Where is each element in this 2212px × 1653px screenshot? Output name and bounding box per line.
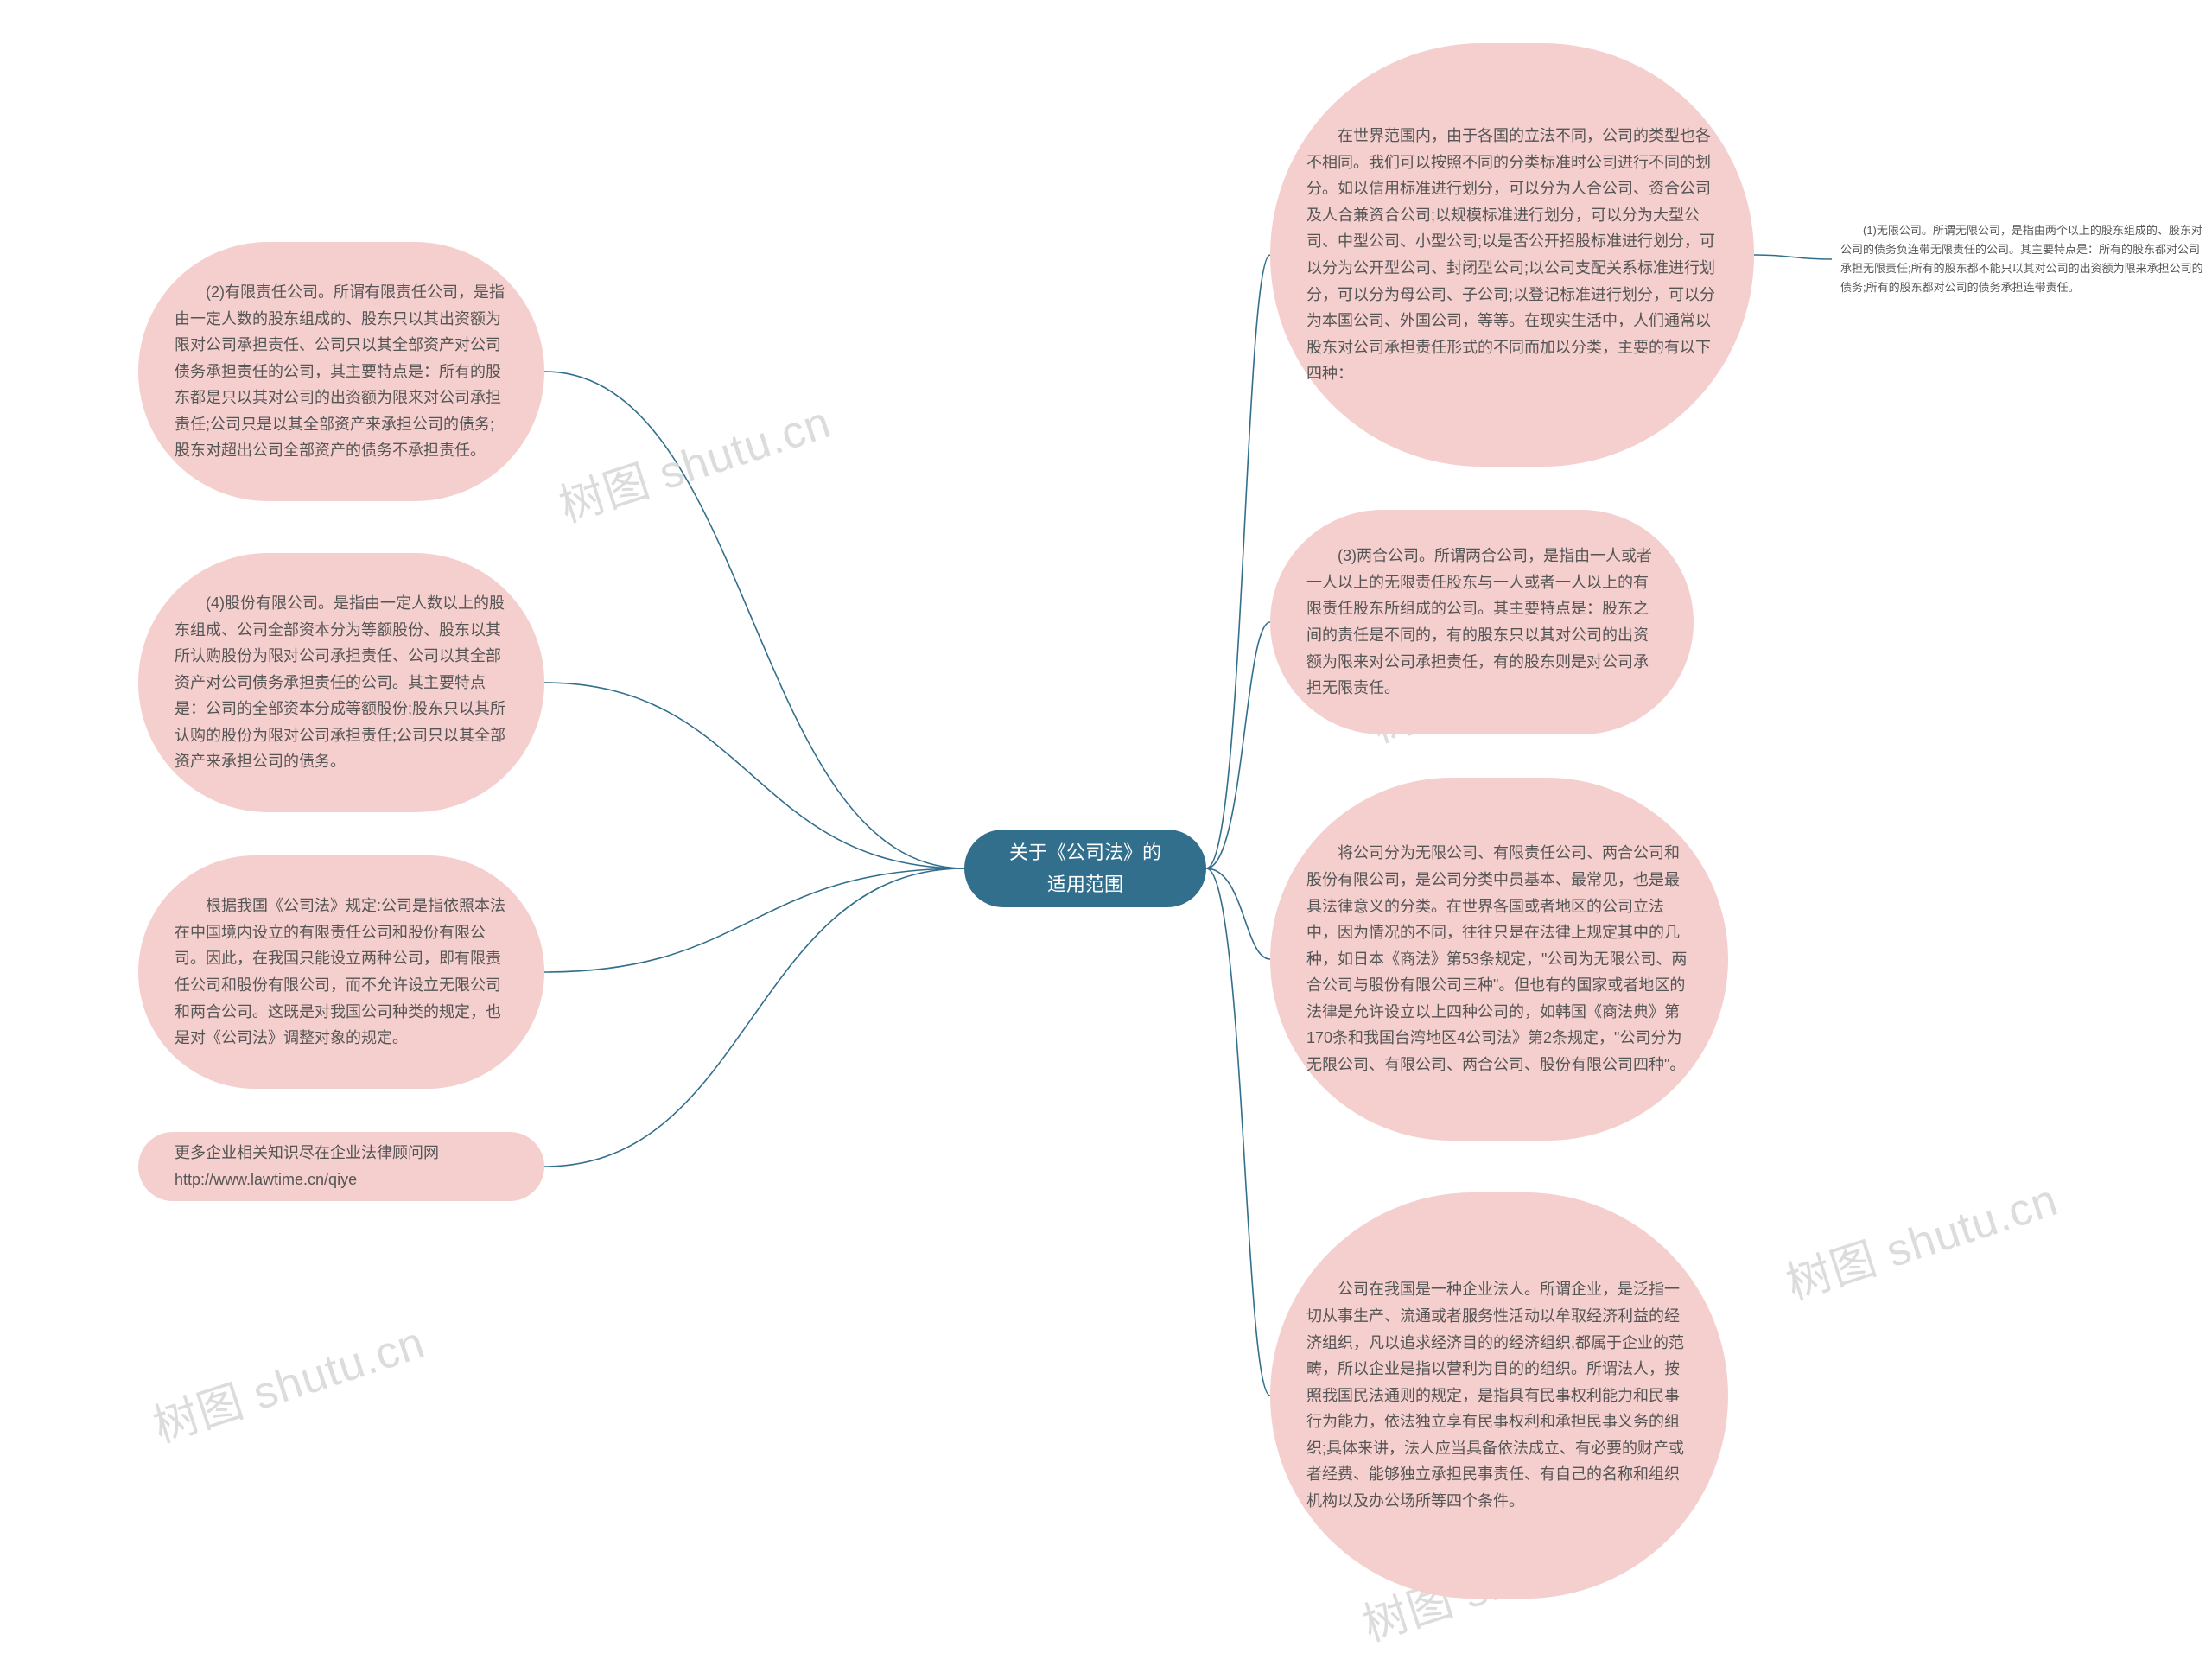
edge [544,868,964,972]
mindmap-node[interactable]: (3)两合公司。所谓两合公司，是指由一人或者一人以上的无限责任股东与一人或者一人… [1270,510,1694,734]
edge [1206,255,1270,868]
mindmap-node[interactable]: (4)股份有限公司。是指由一定人数以上的股东组成、公司全部资本分为等额股份、股东… [138,553,544,812]
edge [1206,622,1270,868]
center-node[interactable]: 关于《公司法》的适用范围 [964,830,1206,907]
mindmap-node-label: 公司在我国是一种企业法人。所谓企业，是泛指一切从事生产、流通或者服务性活动以牟取… [1306,1276,1692,1514]
edge [544,372,964,868]
mindmap-node[interactable]: (2)有限责任公司。所谓有限责任公司，是指由一定人数的股东组成的、股东只以其出资… [138,242,544,501]
mindmap-node-label: (1)无限公司。所谓无限公司，是指由两个以上的股东组成的、股东对公司的债务负连带… [1840,221,2203,297]
edge [1754,255,1832,259]
center-node-label: 关于《公司法》的适用范围 [1001,836,1170,901]
mindmap-node[interactable]: 根据我国《公司法》规定:公司是指依照本法在中国境内设立的有限责任公司和股份有限公… [138,855,544,1089]
mindmap-node-label: 更多企业相关知识尽在企业法律顾问网http://www.lawtime.cn/q… [175,1140,508,1192]
mindmap-node-label: (2)有限责任公司。所谓有限责任公司，是指由一定人数的股东组成的、股东只以其出资… [175,279,508,464]
mindmap-node[interactable]: 在世界范围内，由于各国的立法不同，公司的类型也各不相同。我们可以按照不同的分类标… [1270,43,1754,467]
mindmap-node[interactable]: 将公司分为无限公司、有限责任公司、两合公司和股份有限公司，是公司分类中员基本、最… [1270,778,1728,1141]
mindmap-canvas: 树图 shutu.cn树图 shutu.cn树图 shutu.cn树图 shut… [0,0,2212,1653]
mindmap-node[interactable]: 更多企业相关知识尽在企业法律顾问网http://www.lawtime.cn/q… [138,1132,544,1201]
watermark: 树图 shutu.cn [143,1306,431,1454]
mindmap-node-label: (3)两合公司。所谓两合公司，是指由一人或者一人以上的无限责任股东与一人或者一人… [1306,543,1657,702]
watermark: 树图 shutu.cn [550,385,837,534]
mindmap-node-label: (4)股份有限公司。是指由一定人数以上的股东组成、公司全部资本分为等额股份、股东… [175,590,508,775]
edge [1206,868,1270,1396]
mindmap-node[interactable]: (1)无限公司。所谓无限公司，是指由两个以上的股东组成的、股东对公司的债务负连带… [1832,199,2212,320]
edge [544,868,964,1167]
mindmap-node-label: 在世界范围内，由于各国的立法不同，公司的类型也各不相同。我们可以按照不同的分类标… [1306,123,1718,387]
mindmap-node-label: 将公司分为无限公司、有限责任公司、两合公司和股份有限公司，是公司分类中员基本、最… [1306,840,1692,1078]
mindmap-node[interactable]: 公司在我国是一种企业法人。所谓企业，是泛指一切从事生产、流通或者服务性活动以牟取… [1270,1192,1728,1599]
edge [544,683,964,868]
watermark: 树图 shutu.cn [1777,1163,2064,1312]
edge [1206,868,1270,959]
mindmap-node-label: 根据我国《公司法》规定:公司是指依照本法在中国境内设立的有限责任公司和股份有限公… [175,893,508,1052]
